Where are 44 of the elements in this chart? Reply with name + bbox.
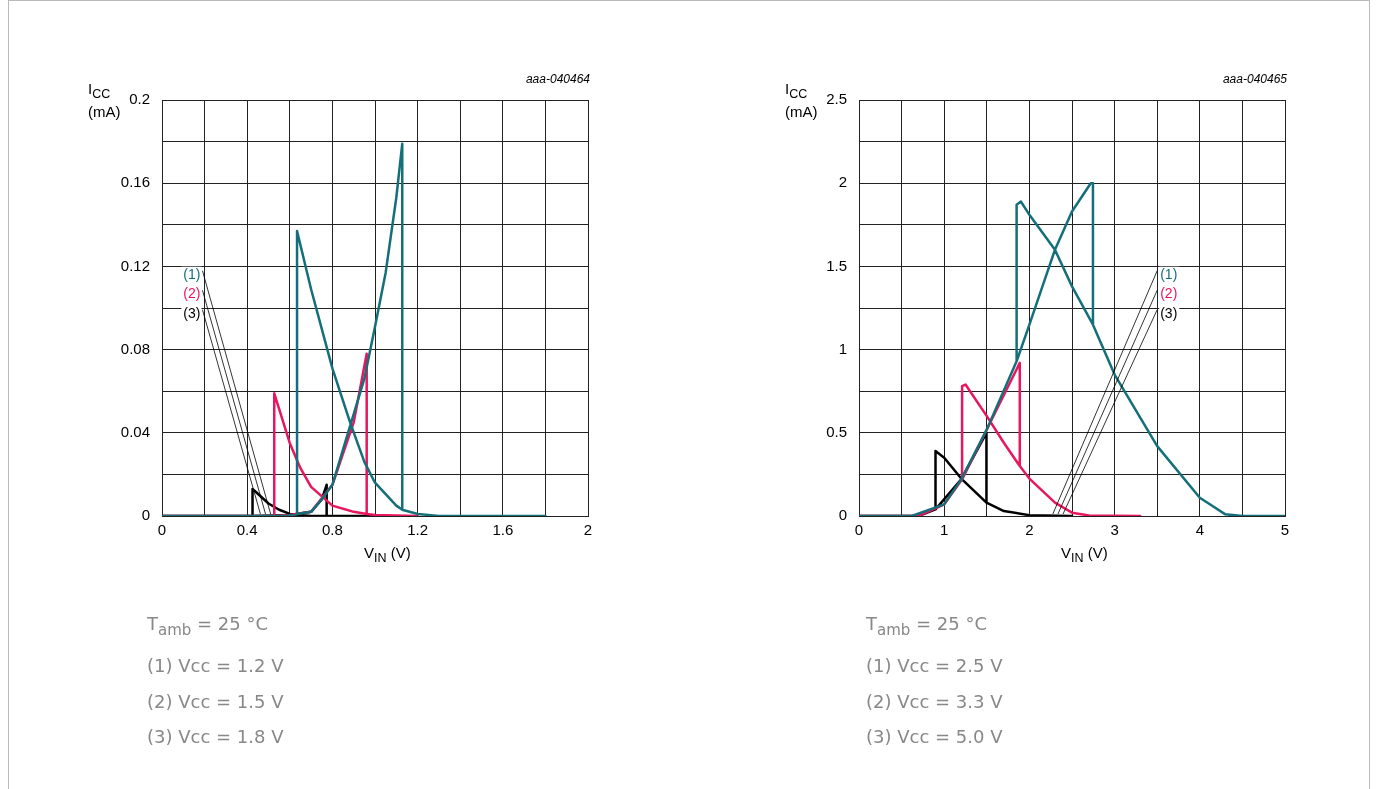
x-tick-label: 5 — [1280, 521, 1290, 539]
x-tick-label: 4 — [1195, 521, 1204, 539]
y-tick-label: 0.16 — [120, 173, 150, 191]
text: (2) — [183, 285, 201, 302]
text: (2) Vcc = 3.3 V — [866, 689, 1003, 714]
text: (3) Vcc = 5.0 V — [866, 725, 1003, 750]
y-tick-label: 0 — [141, 506, 150, 524]
y-axis-title: I$_{CC}$ (mA) — [785, 80, 818, 120]
text: aaa-040464 — [525, 72, 590, 86]
x-tick-label: 1.2 — [407, 521, 429, 539]
y-tick-label: 0 — [838, 506, 847, 524]
x-axis-title: V$_{IN}$ (V) — [364, 544, 411, 565]
text: (1) — [1160, 265, 1178, 282]
y-tick-label: 1.5 — [826, 256, 847, 274]
y-tick-label: 2 — [838, 173, 847, 191]
x-tick-label: 0 — [157, 521, 167, 539]
text: aaa-040465 — [1222, 72, 1287, 86]
x-tick-label: 1.6 — [492, 521, 514, 539]
x-tick-label: 2 — [583, 521, 593, 539]
x-tick-label: 2 — [1025, 521, 1034, 539]
text: (2) — [1160, 285, 1178, 302]
y-tick-label: 2.5 — [826, 90, 847, 108]
x-tick-label: 0.8 — [321, 521, 343, 539]
text: (3) Vcc = 1.8 V — [147, 725, 284, 750]
y-tick-label: 1 — [838, 339, 847, 357]
text: T$_{amb}$ = 25 °C — [147, 612, 270, 641]
text: (3) — [1160, 304, 1178, 321]
x-tick-label: 1 — [940, 521, 949, 539]
text: (3) — [183, 304, 201, 321]
y-tick-label: 0.5 — [826, 422, 847, 440]
x-axis-title: V$_{IN}$ (V) — [1061, 544, 1108, 565]
y-tick-label: 0.04 — [120, 422, 150, 440]
text: (2) Vcc = 1.5 V — [147, 689, 284, 714]
text: (1) — [183, 265, 201, 282]
x-tick-label: 0.4 — [236, 521, 258, 539]
text: T$_{amb}$ = 25 °C — [866, 612, 989, 641]
y-tick-label: 0.08 — [120, 339, 150, 357]
text: (1) Vcc = 1.2 V — [147, 654, 284, 679]
text: (1) Vcc = 2.5 V — [866, 654, 1003, 679]
x-tick-label: 0 — [854, 521, 864, 539]
y-axis-title: I$_{CC}$ (mA) — [88, 80, 121, 120]
x-tick-label: 3 — [1110, 521, 1119, 539]
y-tick-label: 0.2 — [129, 90, 150, 108]
y-tick-label: 0.12 — [120, 256, 150, 274]
